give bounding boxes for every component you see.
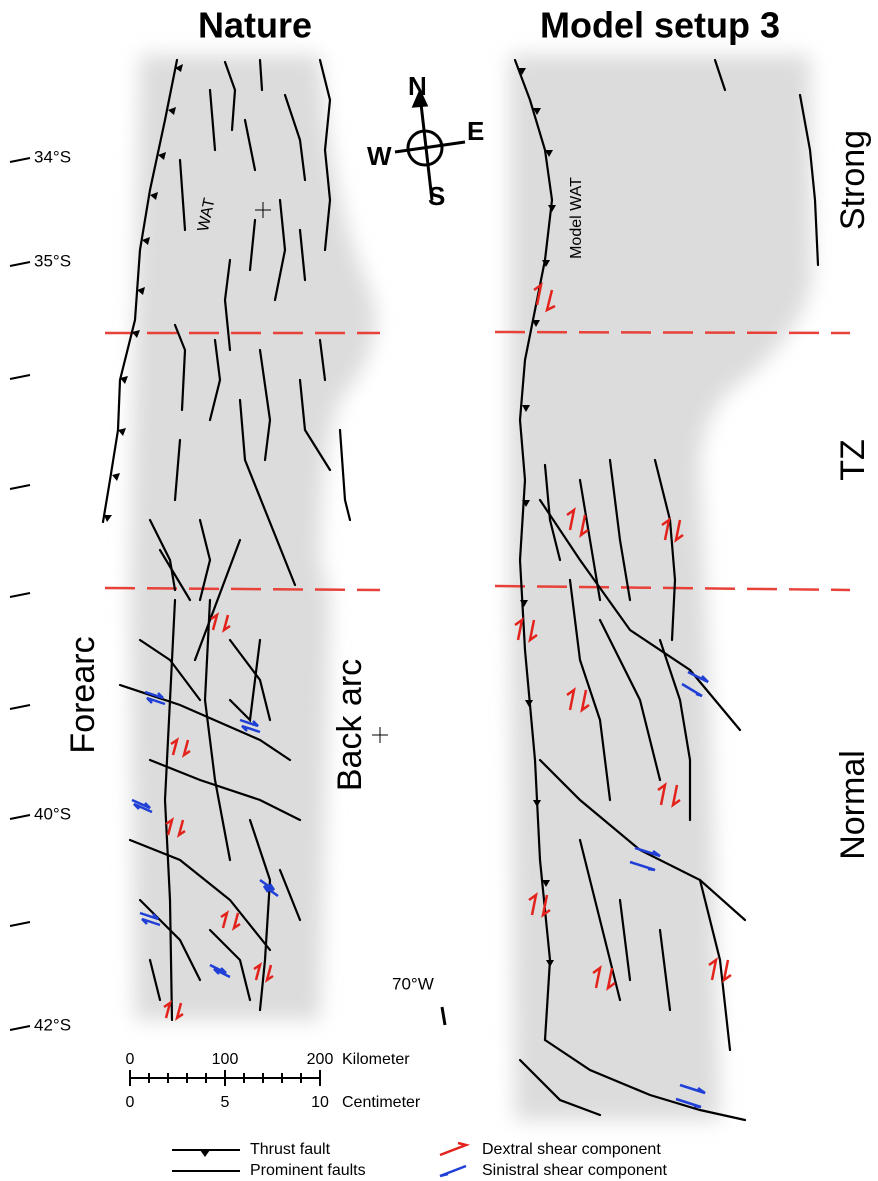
panel-title: Model setup 3: [540, 5, 780, 46]
scale-label: 200: [307, 1051, 334, 1068]
legend-label: Thrust fault: [250, 1141, 331, 1158]
tick: [10, 815, 30, 819]
model-wat-label: Model WAT: [568, 177, 585, 259]
panel-title: Nature: [198, 5, 312, 46]
scale-unit: Centimeter: [342, 1094, 421, 1111]
scale-bar: [130, 1070, 320, 1086]
shaded-zone: [130, 55, 376, 1020]
zone-boundary: [495, 332, 850, 333]
scale-unit: Kilometer: [342, 1051, 410, 1068]
legend-label: Dextral shear component: [482, 1141, 661, 1158]
compass-label: N: [408, 71, 427, 101]
zone-label: Strong: [834, 130, 872, 230]
tick: [10, 485, 30, 489]
latitude-label: 35°S: [34, 251, 71, 270]
zone-label: Normal: [834, 750, 872, 860]
latitude-ticks: [10, 158, 30, 1030]
longitude-label: 70°W: [392, 974, 434, 993]
compass-label: W: [367, 141, 392, 171]
tick: [10, 158, 30, 162]
scale-label: 100: [212, 1051, 239, 1068]
tick: [10, 705, 30, 709]
region-label: Forearc: [64, 636, 102, 753]
longitude-tick: [442, 1007, 445, 1025]
figure: Nature Model setup 3 34°S 35°S 40°S 42°S: [0, 0, 878, 1181]
legend: Thrust fault Prominent faults Dextral sh…: [172, 1141, 668, 1179]
latitude-label: 40°S: [34, 804, 71, 823]
scale-label: 0: [126, 1051, 135, 1068]
legend-label: Prominent faults: [250, 1162, 366, 1179]
tick: [10, 375, 30, 379]
legend-label: Sinistral shear component: [482, 1162, 668, 1179]
zone-label: TZ: [834, 439, 872, 481]
compass-label: S: [428, 181, 445, 211]
latitude-label: 34°S: [34, 147, 71, 166]
tick: [10, 593, 30, 597]
compass-label: E: [467, 116, 484, 146]
scale-label: 10: [311, 1094, 329, 1111]
tick: [10, 1026, 30, 1030]
legend-symbol: [440, 1166, 466, 1176]
region-label: Back arc: [331, 659, 369, 791]
legend-symbol: [200, 1150, 210, 1157]
scale-label: 0: [126, 1094, 135, 1111]
tick: [10, 922, 30, 926]
tick: [10, 262, 30, 266]
legend-symbol: [440, 1143, 466, 1155]
latitude-label: 42°S: [34, 1015, 71, 1034]
scale-label: 5: [221, 1094, 230, 1111]
